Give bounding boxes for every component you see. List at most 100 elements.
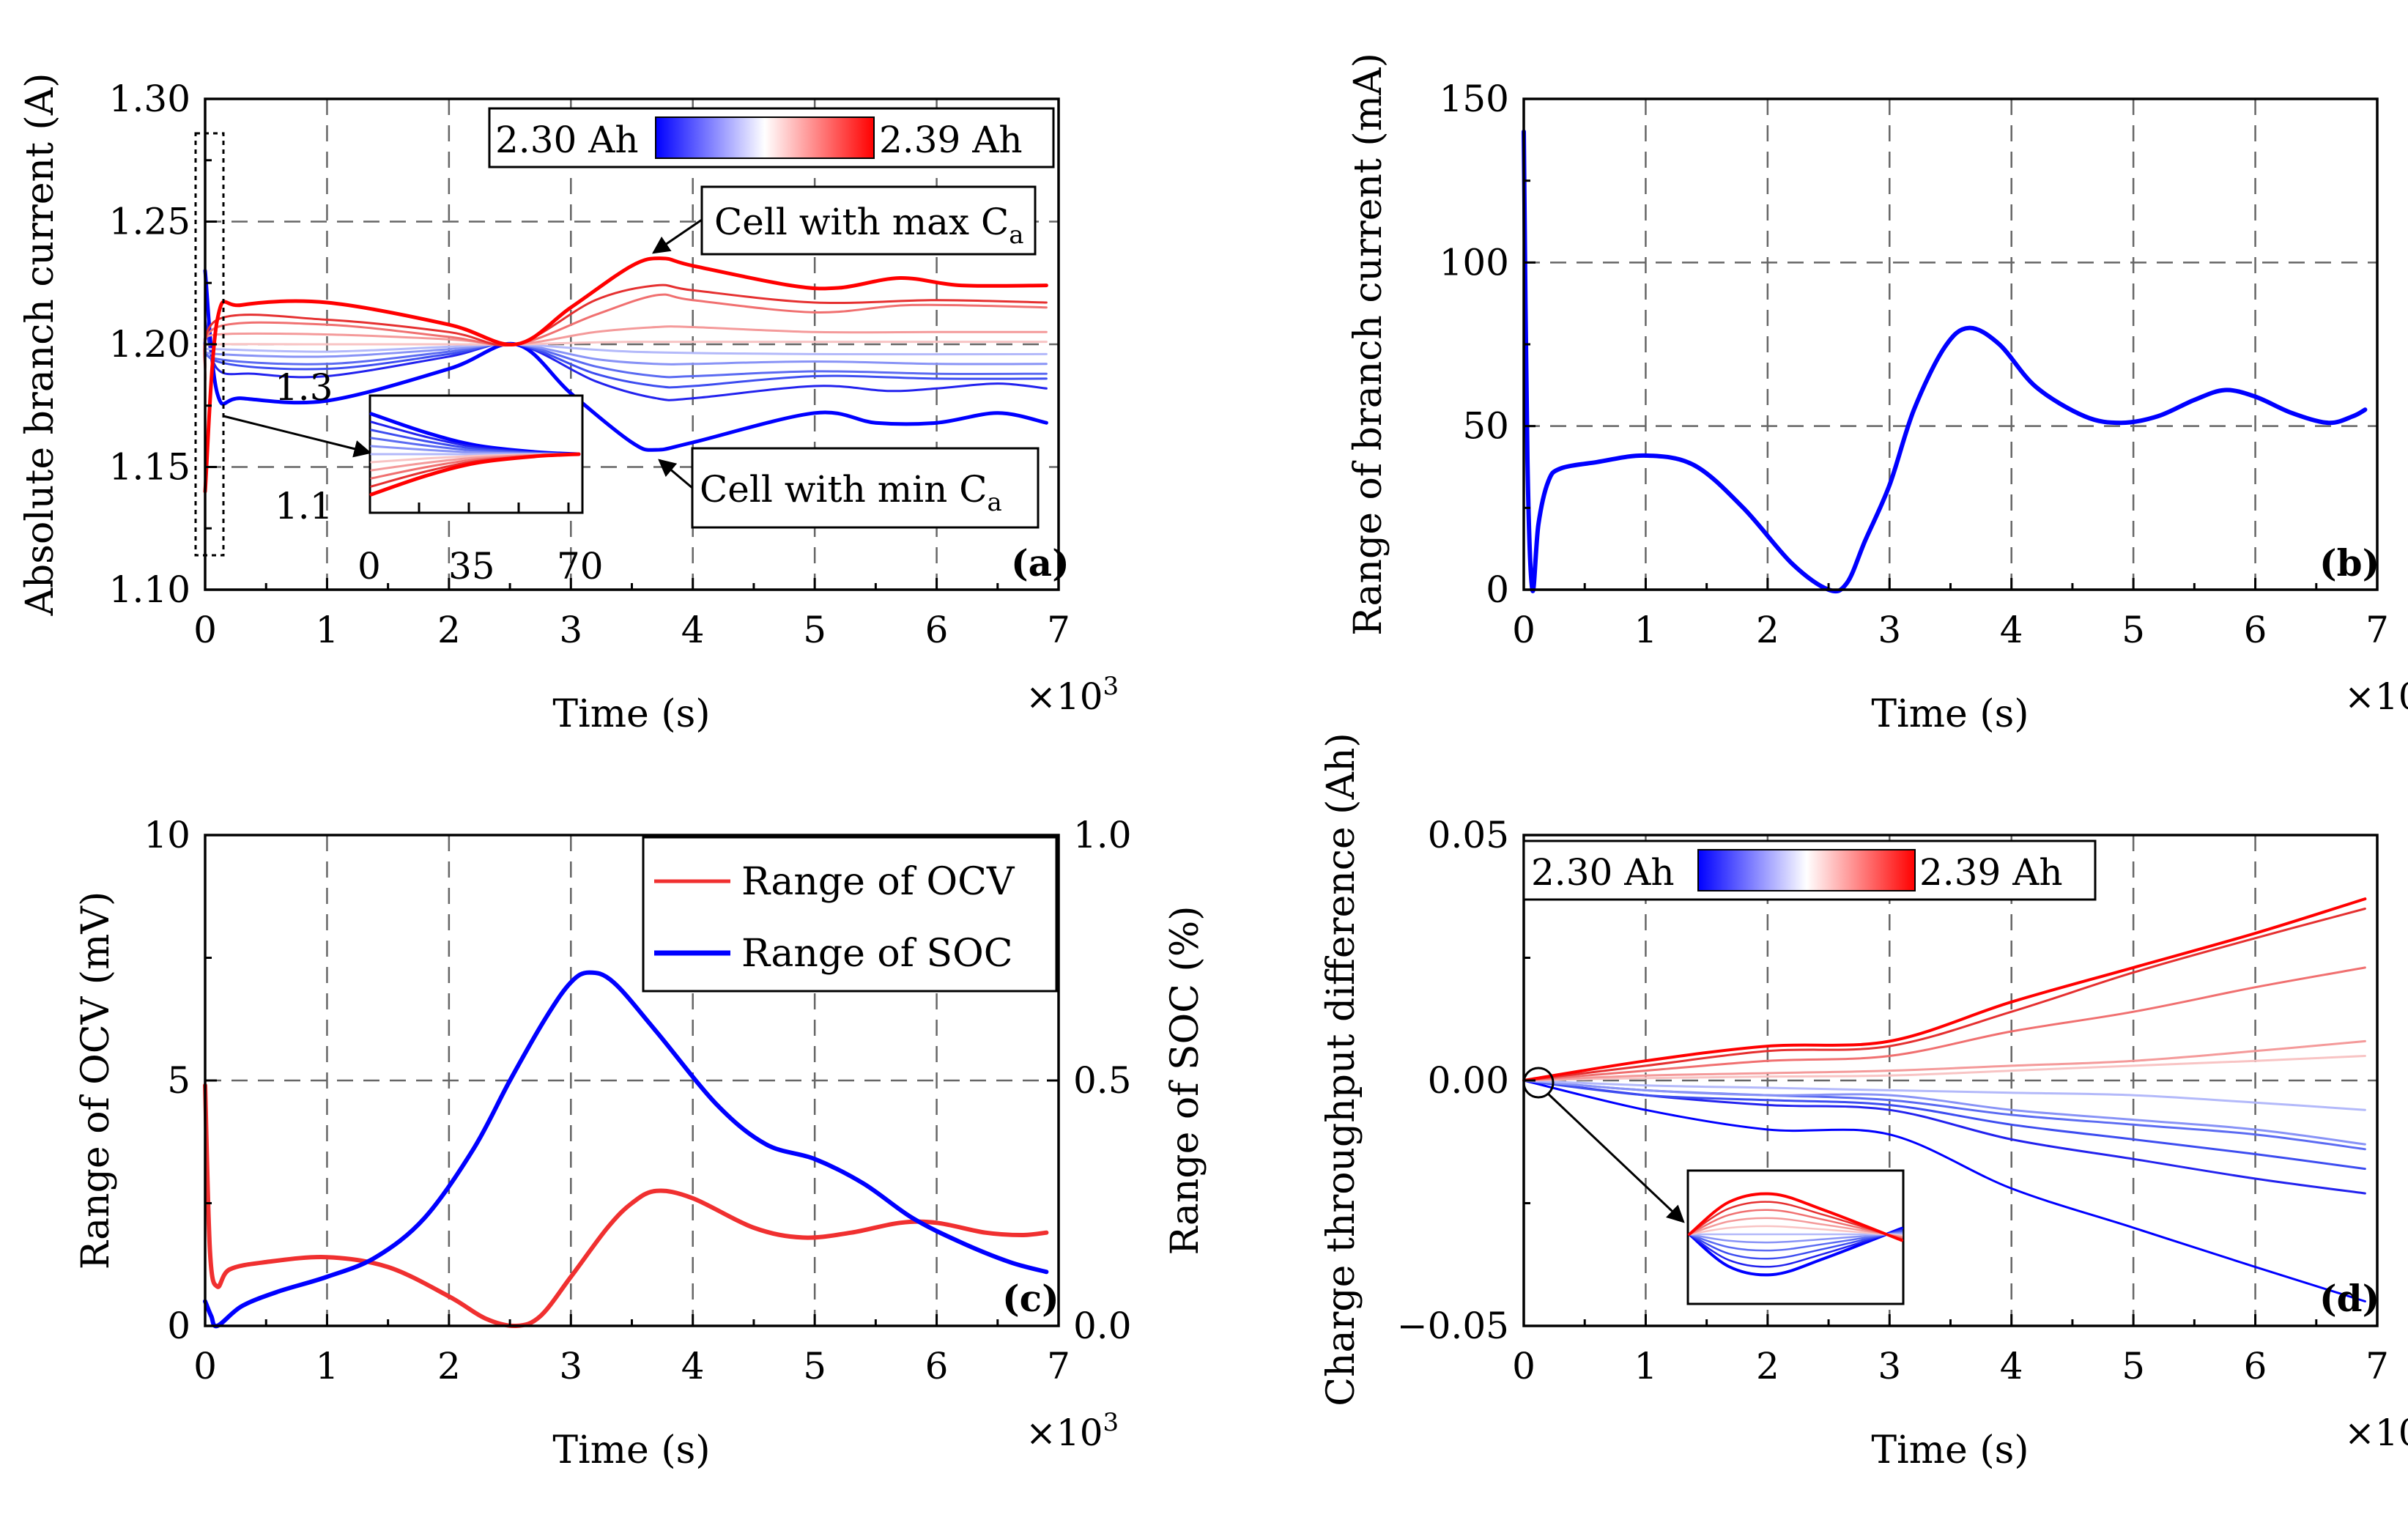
ytick-label: 150 (1440, 78, 1509, 120)
panel-b-xlabel: Time (s) (1871, 692, 2029, 736)
panel-b-ylabel: Range of branch current (mA) (1346, 53, 1390, 636)
ytick-label: 50 (1462, 405, 1509, 448)
series-line-cell-8 (203, 325, 1048, 346)
panel-d-ylabel: Charge throughput difference (Ah) (1319, 733, 1363, 1406)
xtick-label: 7 (2366, 1345, 2389, 1387)
panel-b: 0 1 2 3 4 5 6 7 0 50 100 150 Time (s) ×103 Range of… (1346, 53, 2408, 736)
ytick-label: 0 (1486, 568, 1509, 611)
panel-a-x-multiplier: ×103 (1026, 672, 1119, 718)
panel-d: 0 1 2 3 4 5 6 7 −0.05 0.00 0.05 Time (s) ×103 Char… (1319, 733, 2408, 1472)
annotation-min-cell: Cell with min Ca (658, 447, 1040, 529)
xtick-label: 0 (193, 1345, 217, 1387)
xtick-label: 5 (2122, 609, 2145, 651)
panel-b-x-multiplier: ×103 (2344, 672, 2408, 718)
xtick-label: 4 (681, 1345, 705, 1387)
ytick-label: 0 (167, 1305, 190, 1347)
xtick-label: 2 (437, 609, 461, 651)
xtick-label: 7 (2366, 609, 2389, 651)
ytick-label: 0.00 (1428, 1059, 1509, 1102)
panel-c-xlabel: Time (s) (552, 1428, 710, 1472)
inset-d-curve (1688, 1217, 1903, 1238)
panel-a-series (203, 256, 1048, 494)
xtick-label: 7 (1047, 609, 1070, 651)
xtick-label: 1 (1634, 609, 1658, 651)
xtick-label: 6 (925, 1345, 949, 1387)
panel-a-label: (a) (1011, 541, 1070, 585)
xtick-label: 4 (681, 609, 705, 651)
inset-d-curve (1688, 1229, 1903, 1260)
inset-xtick-35: 35 (448, 545, 495, 587)
xtick-label: 2 (1756, 1345, 1779, 1387)
xtick-label: 1 (1634, 1345, 1658, 1387)
series-line-cell-3 (203, 330, 1048, 389)
panel-d-xlabel: Time (s) (1871, 1428, 2029, 1472)
series-line-cell-6 (1522, 1079, 2366, 1111)
panel-d-colorbar-max-label: 2.39 Ah (1919, 851, 2063, 894)
ytick-label: −0.05 (1397, 1305, 1509, 1347)
panel-d-colorbar-min-label: 2.30 Ah (1531, 851, 1675, 894)
series-line-cell-2 (204, 319, 1048, 401)
xtick-label: 7 (1047, 1345, 1070, 1387)
panel-b-series (1522, 129, 2368, 594)
xtick-label: 1 (316, 609, 339, 651)
ytick-label: 1.25 (109, 201, 190, 243)
inset-d-curve (1688, 1232, 1903, 1244)
inset-ytick-low: 1.1 (275, 485, 333, 527)
panel-a-colorbar-min-label: 2.30 Ah (495, 119, 639, 161)
inset-d-curve (1688, 1226, 1903, 1277)
series-line-cell-6 (203, 343, 1048, 356)
legend-ocv-label: Range of OCV (741, 860, 1015, 904)
inset-d-curve (1688, 1225, 1903, 1237)
panel-a-colorbar: 2.30 Ah 2.39 Ah (488, 107, 1055, 168)
panel-a-ylabel: Absolute branch current (A) (18, 73, 62, 616)
inset-ytick-high: 1.3 (275, 366, 333, 409)
panel-c-legend: Range of OCV Range of SOC (642, 836, 1058, 993)
series-line-cell-11 (203, 256, 1048, 494)
xtick-label: 4 (2000, 609, 2023, 651)
series-line-range-of-soc (203, 970, 1049, 1329)
panel-d-zoom-circle (1522, 1067, 1555, 1099)
series-line-cell-8 (1522, 1039, 2366, 1082)
series-line-cell-4 (203, 342, 1048, 379)
legend-soc-label: Range of SOC (741, 932, 1013, 976)
annotation-min-cell-text: Cell with min Ca (700, 468, 1002, 517)
panel-d-zoom-arrow (1546, 1092, 1685, 1223)
xtick-label: 5 (803, 1345, 826, 1387)
xtick-label: 3 (559, 1345, 582, 1387)
series-line-cell-10 (203, 283, 1048, 382)
series-line-cell-2 (1522, 1079, 2366, 1195)
panel-a-colorbar-max-label: 2.39 Ah (879, 119, 1023, 161)
xtick-label: 6 (925, 609, 949, 651)
panel-d-label: (d) (2319, 1277, 2379, 1320)
panel-a-xlabel: Time (s) (552, 692, 710, 736)
panel-c: 0 1 2 3 4 5 6 7 0 5 10 0.0 0.5 1.0 Time (s) ×103 Rang… (74, 814, 1207, 1472)
panel-b-frame (1522, 97, 2379, 591)
xtick-label: 2 (1756, 609, 1779, 651)
series-line-cell-10 (1522, 908, 2366, 1082)
xtick-label: 0 (193, 609, 217, 651)
panel-c-series (203, 970, 1049, 1329)
annotation-max-cell: Cell with max Ca (652, 185, 1037, 256)
panel-c-label: (c) (1002, 1277, 1059, 1320)
ytick-label: 5 (167, 1059, 190, 1102)
ytick-label: 1.30 (109, 78, 190, 120)
series-line-cell-5 (203, 343, 1048, 366)
xtick-label: 6 (2244, 1345, 2267, 1387)
series-line-cell-9 (1522, 966, 2366, 1082)
series-line-range-of-branch-current (1522, 129, 2368, 594)
xtick-label: 0 (1512, 609, 1535, 651)
series-line-cell-5 (1522, 1079, 2366, 1146)
panel-c-x-multiplier: ×103 (1026, 1408, 1119, 1454)
panel-a-zoom-arrow (223, 415, 372, 458)
xtick-label: 6 (2244, 609, 2267, 651)
y2tick-label: 0.0 (1073, 1305, 1132, 1347)
inset-d-curve (1688, 1231, 1903, 1252)
inset-d-curve (1688, 1192, 1903, 1242)
panel-a-inset: 1.3 1.1 0 35 70 (275, 366, 604, 587)
xtick-label: 4 (2000, 1345, 2023, 1387)
xtick-label: 2 (437, 1345, 461, 1387)
inset-a-curve (369, 452, 581, 497)
series-line-range-of-ocv (203, 1083, 1049, 1329)
panel-c-y2label: Range of SOC (%) (1163, 905, 1207, 1255)
